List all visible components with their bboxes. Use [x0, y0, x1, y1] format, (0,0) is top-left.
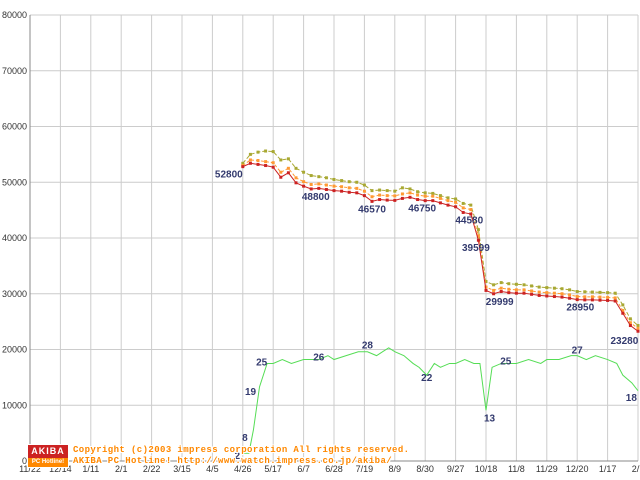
y-tick-label: 50000 [2, 177, 27, 187]
x-tick-label: 4/5 [206, 464, 219, 474]
y-tick-label: 30000 [2, 289, 27, 299]
price-label: 46750 [408, 203, 436, 214]
x-tick-label: 2/1 [115, 464, 128, 474]
x-tick-label: 2/7 [632, 464, 640, 474]
series-price-low-red-solid [241, 161, 640, 333]
x-tick-label: 6/28 [325, 464, 343, 474]
y-tick-label: 60000 [2, 122, 27, 132]
price-label: 48800 [302, 192, 330, 203]
y-tick-label: 20000 [2, 345, 27, 355]
x-tick-label: 12/20 [566, 464, 589, 474]
x-tick-label: 4/26 [234, 464, 252, 474]
shop-count-label: 19 [245, 387, 257, 398]
y-tick-label: 10000 [2, 400, 27, 410]
x-axis-labels: 11/22 12/14 1/11 2/1 2/22 3/15 4/5 4/26 5/17 6/7 6… [19, 464, 640, 474]
shop-count-label: 25 [256, 357, 268, 368]
akiba-logo-top-text: AKIBA [28, 445, 68, 458]
x-tick-label: 8/9 [389, 464, 402, 474]
series-price-mid-orange-dashed [241, 158, 640, 330]
shop-count-label: 27 [572, 346, 584, 357]
shop-count-label: 28 [362, 341, 374, 352]
y-tick-label: 70000 [2, 66, 27, 76]
akiba-logo: AKIBA PC Hotline! [28, 445, 68, 467]
price-label: 23280 [610, 336, 638, 347]
y-tick-label: 80000 [2, 10, 27, 20]
shop-count-label: 8 [242, 433, 248, 444]
x-tick-label: 7/19 [356, 464, 374, 474]
x-tick-label: 5/17 [264, 464, 282, 474]
shop-count-label: 18 [626, 393, 638, 404]
series-price-high-olive-dashed [241, 149, 640, 328]
x-tick-label: 9/27 [447, 464, 465, 474]
y-tick-label: 40000 [2, 233, 27, 243]
shop-count-label: 25 [500, 356, 512, 367]
grid-lines [29, 14, 639, 462]
x-tick-label: 8/30 [416, 464, 434, 474]
copyright-line-1: Copyright (c)2003 impress corporation Al… [73, 445, 410, 455]
x-tick-label: 1/11 [82, 464, 99, 474]
price-label: 44580 [455, 215, 483, 226]
x-tick-label: 2/22 [143, 464, 161, 474]
series-shop-count-green [242, 347, 639, 454]
x-tick-label: 11/22 [19, 464, 41, 474]
copyright-text: Copyright (c)2003 impress corporation Al… [73, 445, 409, 467]
price-label: 52800 [215, 170, 243, 181]
data-labels: 52800 48800 46570 46750 44580 39599 29999 28950… [215, 170, 639, 463]
price-label: 39599 [462, 243, 490, 254]
x-tick-label: 3/15 [173, 464, 191, 474]
x-tick-label: 11/29 [536, 464, 558, 474]
price-label: 29999 [486, 297, 514, 308]
x-tick-label: 1/17 [599, 464, 617, 474]
x-tick-label: 11/8 [508, 464, 525, 474]
shop-count-label: 13 [484, 413, 496, 424]
x-tick-label: 12/14 [49, 464, 72, 474]
shop-count-label: 26 [313, 353, 325, 364]
akiba-logo-bottom-text: PC Hotline! [28, 458, 68, 467]
copyright-overlay: AKIBA PC Hotline! Copyright (c)2003 impr… [28, 445, 409, 467]
price-label: 28950 [566, 303, 594, 314]
price-label: 46570 [358, 204, 386, 215]
shop-count-label: 22 [421, 373, 433, 384]
x-tick-label: 10/18 [475, 464, 498, 474]
y-tick-label: 0 [22, 456, 27, 466]
y-axis-labels: 0 10000 20000 30000 40000 50000 60000 70000 8000… [2, 10, 27, 466]
shop-count-label: 2 [234, 451, 240, 462]
copyright-line-2: AKIBA PC Hotline! http://www.watch.impre… [73, 456, 393, 466]
x-tick-label: 6/7 [297, 464, 310, 474]
